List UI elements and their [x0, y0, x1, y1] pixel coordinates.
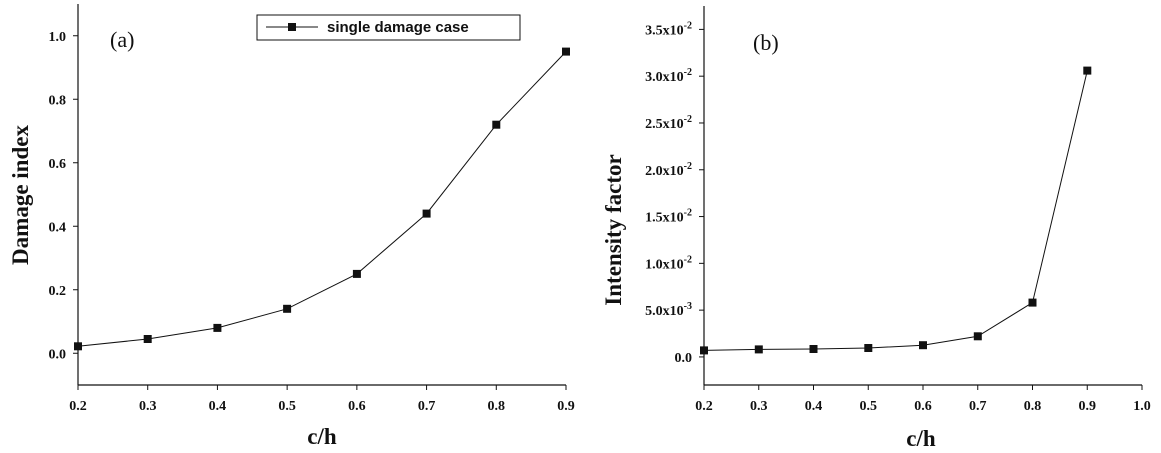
x-tick-label: 0.2 — [695, 399, 713, 414]
data-point — [74, 342, 82, 351]
y-tick-label: 5.0x10-3 — [645, 301, 692, 319]
y-tick-label: 1.0x10-2 — [645, 254, 692, 272]
y-tick-label: 2.5x10-2 — [645, 114, 692, 132]
data-point — [1083, 66, 1092, 75]
x-tick-label: 0.6 — [348, 399, 366, 414]
y-tick-label: 1.5x10-2 — [645, 208, 692, 226]
x-tick-label: 0.3 — [139, 399, 157, 414]
legend-label: single damage case — [327, 19, 469, 36]
data-point — [919, 341, 927, 350]
panel-b: 0.2 0.3 0.4 0.5 0.6 0.7 0.8 0.9 1.0 0.0 5.0x10-3 1… — [601, 6, 1151, 451]
y-ticks: 0.0 0.2 0.4 0.6 0.8 1.0 — [49, 30, 78, 362]
data-point — [809, 345, 818, 353]
x-tick-label: 0.7 — [969, 399, 987, 414]
data-point — [283, 304, 292, 313]
y-tick-label: 0.2 — [49, 284, 67, 299]
data-point — [352, 269, 361, 278]
series-plot — [74, 47, 570, 351]
y-tick-label: 2.0x10-2 — [645, 161, 692, 179]
data-point — [213, 323, 222, 332]
x-tick-label: 0.4 — [209, 399, 227, 414]
y-axis-title: Damage index — [8, 125, 33, 265]
y-tick-label: 0.4 — [49, 220, 67, 235]
x-axis-title: c/h — [906, 426, 936, 451]
x-tick-label: 0.7 — [418, 399, 436, 414]
x-tick-label: 1.0 — [1133, 399, 1151, 414]
y-axis-title: Intensity factor — [601, 154, 626, 305]
x-ticks: 0.2 0.3 0.4 0.5 0.6 0.7 0.8 0.9 1.0 — [695, 385, 1151, 414]
y-tick-label: 0.0 — [49, 347, 67, 362]
panel-label: (b) — [753, 30, 779, 55]
x-tick-label: 0.4 — [805, 399, 823, 414]
x-tick-label: 0.2 — [69, 399, 87, 414]
y-tick-label: 3.0x10-2 — [645, 67, 692, 85]
y-ticks: 0.0 5.0x10-3 1.0x10-2 1.5x10-2 2.0x10-2 2.5x1… — [645, 20, 704, 366]
y-tick-label: 3.5x10-2 — [645, 20, 692, 38]
legend-marker — [288, 23, 296, 31]
legend: single damage case — [256, 14, 521, 41]
x-tick-label: 0.6 — [914, 399, 932, 414]
data-point — [864, 344, 873, 352]
x-tick-label: 0.5 — [278, 399, 296, 414]
series-line — [703, 70, 1088, 351]
y-tick-label: 1.0 — [49, 30, 67, 45]
data-point — [143, 335, 152, 343]
data-point — [973, 332, 982, 341]
x-tick-label: 0.8 — [488, 399, 506, 414]
x-tick-label: 0.8 — [1024, 399, 1042, 414]
series-plot — [700, 66, 1092, 355]
data-point — [700, 346, 708, 355]
data-point — [754, 345, 763, 354]
data-point — [1028, 298, 1037, 307]
x-tick-label: 0.9 — [557, 399, 575, 414]
x-axis-title: c/h — [307, 424, 337, 449]
data-point — [562, 47, 570, 56]
data-point — [492, 120, 501, 129]
x-tick-label: 0.9 — [1079, 399, 1097, 414]
y-tick-label: 0.6 — [49, 157, 67, 172]
x-tick-label: 0.3 — [750, 399, 768, 414]
panel-label: (a) — [110, 27, 134, 52]
y-tick-label: 0.0 — [675, 351, 693, 366]
x-tick-label: 0.5 — [860, 399, 878, 414]
panel-a: 0.2 0.3 0.4 0.5 0.6 0.7 0.8 0.9 0.0 0.2 0.4 0.6 0.8… — [8, 4, 575, 449]
series-line — [77, 51, 567, 347]
data-point — [422, 209, 431, 218]
y-tick-label: 0.8 — [49, 93, 67, 108]
x-ticks: 0.2 0.3 0.4 0.5 0.6 0.7 0.8 0.9 — [69, 385, 575, 414]
